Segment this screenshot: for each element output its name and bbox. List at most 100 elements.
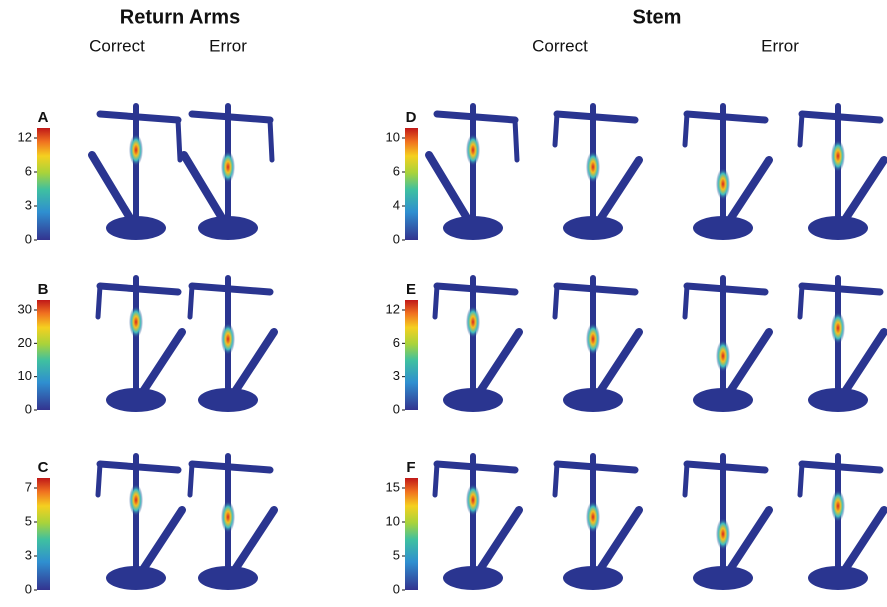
base <box>808 388 868 412</box>
column-label: Error <box>209 36 247 55</box>
tick-label: 7 <box>25 479 32 494</box>
trajectory <box>515 120 517 160</box>
tick-label: 0 <box>393 231 400 246</box>
base <box>693 216 753 240</box>
trajectory <box>555 286 557 317</box>
trajectory <box>555 114 557 145</box>
tick-label: 12 <box>386 301 400 316</box>
maze-map <box>800 456 884 590</box>
maze-map <box>92 106 180 240</box>
colorbar <box>37 478 50 590</box>
trajectory <box>800 464 802 495</box>
trajectory <box>731 332 769 390</box>
colorbar <box>405 128 418 240</box>
colorbar <box>405 478 418 590</box>
trajectory <box>435 286 437 317</box>
hotspot <box>221 151 235 183</box>
base <box>443 388 503 412</box>
base <box>693 388 753 412</box>
maze-map <box>555 278 639 412</box>
hotspot <box>716 168 730 200</box>
trajectory <box>184 155 222 218</box>
base <box>808 216 868 240</box>
trajectory <box>92 155 130 218</box>
tick-label: 3 <box>393 368 400 383</box>
tick-label: 10 <box>18 368 32 383</box>
tick-label: 12 <box>18 129 32 144</box>
base <box>563 388 623 412</box>
trajectory <box>270 120 272 160</box>
trajectory <box>190 464 192 495</box>
group-title: Return Arms <box>120 6 240 28</box>
maze-map <box>184 106 272 240</box>
panel-letter: B <box>38 281 49 298</box>
trajectory <box>236 332 274 390</box>
trajectory <box>481 332 519 390</box>
maze-map <box>435 456 519 590</box>
hotspot <box>129 484 143 516</box>
hotspot <box>831 312 845 344</box>
base <box>443 566 503 590</box>
maze-map <box>800 278 884 412</box>
tick-label: 20 <box>18 335 32 350</box>
trajectory <box>98 464 100 495</box>
trajectory <box>685 286 687 317</box>
hotspot <box>716 518 730 550</box>
hotspot <box>586 323 600 355</box>
base <box>198 388 258 412</box>
column-label: Correct <box>89 36 145 55</box>
trajectory <box>731 510 769 568</box>
trajectory <box>685 114 687 145</box>
trajectory <box>800 114 802 145</box>
maze-map <box>435 278 519 412</box>
trajectory <box>731 160 769 218</box>
hotspot <box>221 323 235 355</box>
trajectory <box>601 332 639 390</box>
trajectory <box>144 510 182 568</box>
maze-map <box>555 106 639 240</box>
tick-label: 6 <box>393 335 400 350</box>
trajectory <box>144 332 182 390</box>
tick-label: 4 <box>393 197 400 212</box>
maze-map <box>98 456 182 590</box>
maze-map <box>685 278 769 412</box>
trajectory <box>555 464 557 495</box>
base <box>198 216 258 240</box>
tick-label: 15 <box>386 479 400 494</box>
maze-map <box>555 456 639 590</box>
maze-map <box>685 456 769 590</box>
tick-label: 0 <box>393 401 400 416</box>
maze-map <box>190 278 274 412</box>
tick-label: 3 <box>25 197 32 212</box>
hotspot <box>586 151 600 183</box>
colorbar <box>37 128 50 240</box>
tick-label: 5 <box>393 547 400 562</box>
colorbar <box>405 300 418 410</box>
panel-letter: C <box>38 459 49 476</box>
base <box>106 216 166 240</box>
hotspot <box>129 134 143 166</box>
tick-label: 3 <box>25 547 32 562</box>
base <box>106 388 166 412</box>
maze-map <box>685 106 769 240</box>
maze-map <box>429 106 517 240</box>
trajectory <box>846 160 884 218</box>
hotspot <box>466 134 480 166</box>
trajectory <box>800 286 802 317</box>
trajectory <box>846 332 884 390</box>
tick-label: 0 <box>25 401 32 416</box>
panel-letter: F <box>406 459 415 476</box>
panel-letter: A <box>38 109 49 126</box>
tick-label: 0 <box>393 581 400 596</box>
base <box>443 216 503 240</box>
base <box>106 566 166 590</box>
base <box>693 566 753 590</box>
hotspot <box>586 501 600 533</box>
tick-label: 10 <box>386 513 400 528</box>
tick-label: 0 <box>25 231 32 246</box>
column-label: Error <box>761 36 799 55</box>
panel-letter: D <box>406 109 417 126</box>
maze-map <box>98 278 182 412</box>
trajectory <box>98 286 100 317</box>
tick-label: 0 <box>25 581 32 596</box>
